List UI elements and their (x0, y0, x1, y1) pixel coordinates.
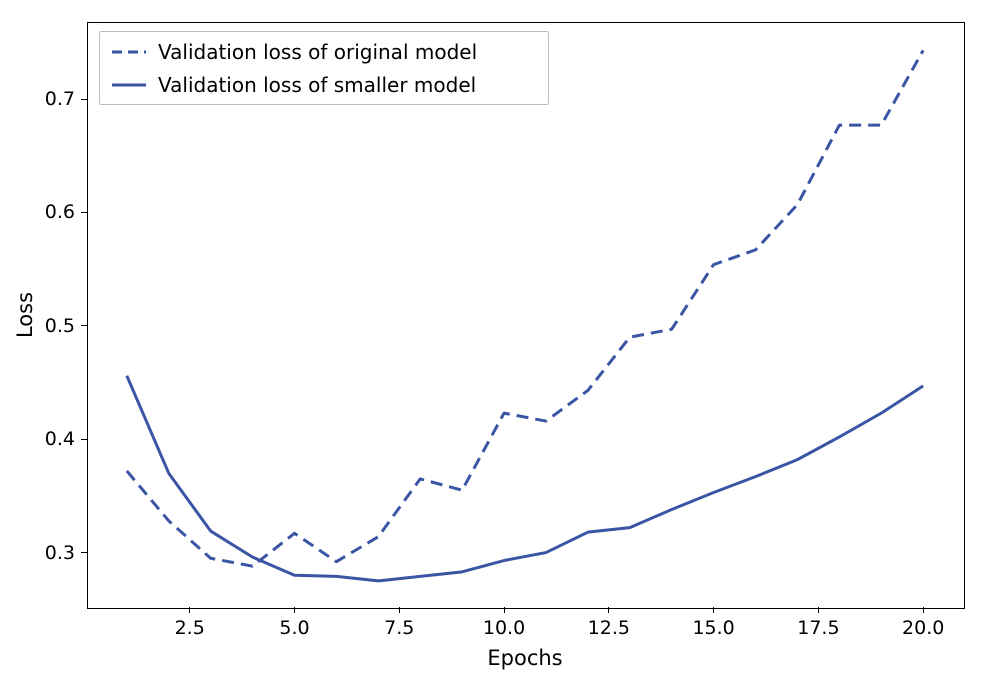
y-tick-mark (81, 99, 87, 100)
x-tick-label: 7.5 (384, 617, 414, 639)
legend-item: Validation loss of smaller model (112, 73, 476, 97)
x-tick-mark (399, 607, 400, 613)
legend-item: Validation loss of original model (112, 40, 477, 64)
y-axis-label: Loss (13, 291, 37, 337)
legend-label: Validation loss of original model (158, 40, 477, 64)
y-tick-mark (81, 552, 87, 553)
x-tick-mark (608, 607, 609, 613)
x-tick-mark (923, 607, 924, 613)
y-tick-label: 0.5 (45, 315, 75, 337)
y-tick-label: 0.4 (45, 428, 75, 450)
x-tick-label: 17.5 (797, 617, 839, 639)
y-tick-mark (81, 212, 87, 213)
x-tick-mark (189, 607, 190, 613)
x-tick-label: 15.0 (692, 617, 734, 639)
legend-label: Validation loss of smaller model (158, 73, 476, 97)
x-tick-label: 12.5 (588, 617, 630, 639)
series-line-0 (127, 50, 923, 566)
x-axis-label: Epochs (487, 646, 562, 670)
x-tick-label: 10.0 (483, 617, 525, 639)
y-tick-label: 0.7 (45, 88, 75, 110)
y-tick-label: 0.3 (45, 542, 75, 564)
chart-figure: 2.5 5.0 7.5 10.0 12.5 15.0 17.5 20.0 0.3 0.4 0.5 0… (0, 0, 998, 696)
x-tick-label: 5.0 (279, 617, 309, 639)
x-tick-label: 20.0 (902, 617, 944, 639)
y-tick-mark (81, 439, 87, 440)
x-tick-mark (818, 607, 819, 613)
y-tick-label: 0.6 (45, 201, 75, 223)
x-tick-label: 2.5 (175, 617, 205, 639)
x-tick-mark (294, 607, 295, 613)
x-tick-mark (713, 607, 714, 613)
legend: Validation loss of original model Validat… (99, 31, 549, 105)
y-tick-mark (81, 325, 87, 326)
x-tick-mark (504, 607, 505, 613)
series-line-1 (127, 376, 923, 581)
